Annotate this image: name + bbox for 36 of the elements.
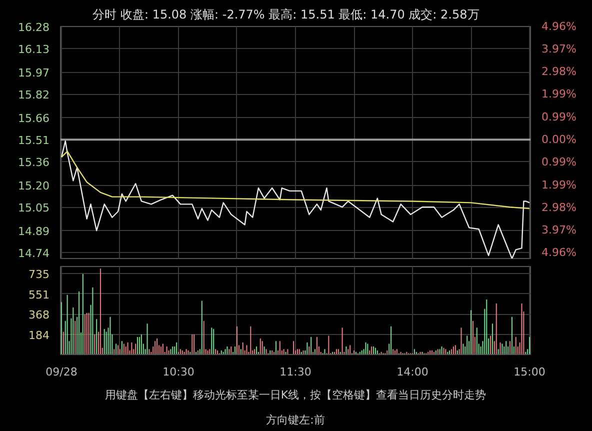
x-tick-label: 11:30 xyxy=(280,366,312,378)
y-tick-label: 15.66 xyxy=(18,112,50,126)
y-tick-label: 368 xyxy=(28,308,50,322)
y-tick-label: 15.20 xyxy=(18,180,50,193)
y-tick-label: 14.74 xyxy=(18,247,50,260)
y2-tick-label: 1.99% xyxy=(542,178,576,192)
y2-tick-label: 2.98% xyxy=(542,65,576,78)
y-tick-label: 551 xyxy=(28,288,50,302)
y2-tick-label: 4.96% xyxy=(542,20,576,33)
line-series xyxy=(60,140,530,258)
y2-tick-label: 0.99% xyxy=(542,156,576,169)
x-tick-label: 09/28 xyxy=(46,366,78,378)
y2-tick-label: 1.99% xyxy=(542,88,576,101)
y-tick-label: 16.28 xyxy=(18,21,50,34)
text: 用键盘【左右键】移动光标至某一日K线，按【空格键】查看当日历史分时走势 xyxy=(104,388,486,402)
y-tick-label: 14.89 xyxy=(18,225,50,238)
y2-tick-label: 2.98% xyxy=(542,200,576,214)
y-tick-label: 735 xyxy=(28,268,50,282)
y-tick-label: 15.51 xyxy=(18,134,50,148)
y-tick-label: 15.36 xyxy=(18,156,50,170)
line-series xyxy=(60,150,530,210)
x-tick-label: 15:00 xyxy=(514,366,546,378)
text: 方向键左:前 xyxy=(266,414,325,426)
y-tick-label: 16.13 xyxy=(18,43,50,56)
y2-tick-label: 0.00% xyxy=(542,133,576,146)
y-tick-label: 184 xyxy=(28,328,50,342)
x-tick-label: 14:00 xyxy=(396,366,428,378)
y2-tick-label: 4.96% xyxy=(542,246,576,260)
y-tick-label: 15.82 xyxy=(18,88,50,102)
y2-tick-label: 0.99% xyxy=(542,110,576,124)
y-tick-label: 15.05 xyxy=(18,202,50,215)
y2-tick-label: 3.97% xyxy=(542,42,576,56)
y2-tick-label: 3.97% xyxy=(542,224,576,237)
y-tick-label: 15.97 xyxy=(18,66,50,80)
x-tick-label: 10:30 xyxy=(162,366,194,378)
chart-title: 分时 收盘: 15.08 涨幅: -2.77% 最高: 15.51 最低: 14.70 成交: 2.58万 xyxy=(92,8,480,22)
